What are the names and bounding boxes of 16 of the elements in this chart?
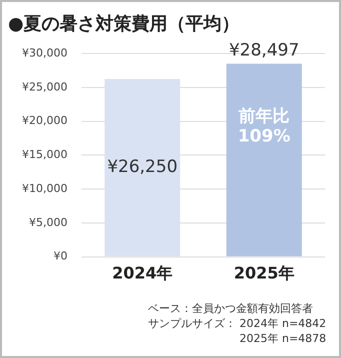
text: 2025年 n=4878 [239, 332, 326, 345]
chart-title: ●夏の暑さ対策費用（平均） [8, 13, 240, 34]
y-tick-label: ¥30,000 [22, 46, 68, 60]
annotation: 前年比 109% [238, 106, 290, 147]
y-tick-label: ¥0 [53, 250, 68, 263]
y-tick-label: ¥20,000 [22, 114, 68, 128]
x-tick-label: 2025年 [234, 264, 294, 283]
y-tick-label: ¥10,000 [22, 182, 68, 195]
data-label: ¥26,250 [107, 157, 178, 178]
x-tick-label: 2024年 [112, 264, 173, 283]
text: ベース：全員かつ金額有効回答者 [148, 302, 313, 315]
y-tick-label: ¥15,000 [22, 148, 68, 162]
y-tick-label: ¥25,000 [22, 80, 68, 94]
text: サンプルサイズ： 2024年 n=4842 [148, 316, 326, 330]
data-label: ¥28,497 [228, 40, 300, 61]
y-tick-label: ¥5,000 [28, 216, 68, 229]
